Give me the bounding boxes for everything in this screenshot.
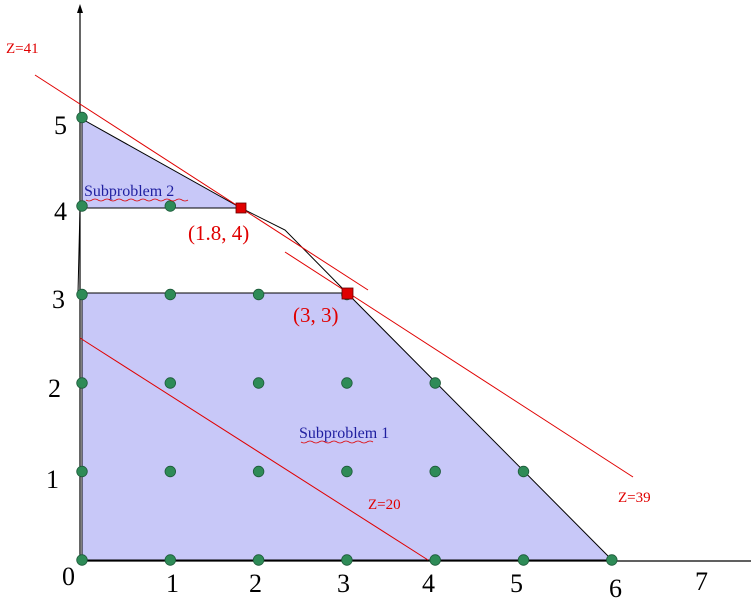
- z41-label: Z=41: [6, 41, 39, 57]
- integer-point-5-0: [517, 554, 530, 566]
- point-label-1-8-4: (1.8, 4): [188, 221, 249, 245]
- x-tick-6: 6: [609, 574, 622, 603]
- integer-point-4-0: [429, 554, 441, 566]
- integer-point-3-2: [341, 377, 353, 389]
- integer-point-6-0: [606, 554, 618, 566]
- y-tick-2: 2: [48, 374, 61, 403]
- y-axis-arrow: [77, 4, 83, 13]
- integer-point-0-0: [76, 554, 88, 566]
- y-tick-5: 5: [54, 111, 67, 140]
- integer-point-1-1: [164, 465, 177, 478]
- integer-point-2-3: [252, 288, 265, 301]
- x-tick-2: 2: [249, 569, 262, 598]
- y-tick-1: 1: [46, 465, 59, 494]
- subproblem-2-region: [81, 118, 243, 209]
- y-tick-4: 4: [54, 197, 67, 226]
- x-tick-4: 4: [422, 569, 435, 598]
- x-tick-7: 7: [695, 567, 708, 596]
- integer-point-0-2: [76, 377, 88, 389]
- integer-point-1-0: [164, 554, 177, 566]
- y-tick-3: 3: [52, 285, 65, 314]
- objective-line-z20: [79, 337, 429, 561]
- integer-point-0-3: [76, 288, 88, 301]
- x-tick-3: 3: [337, 569, 350, 598]
- z39-label: Z=39: [618, 490, 651, 506]
- integer-point-0-5: [76, 111, 88, 124]
- integer-point-1-4: [164, 200, 177, 212]
- integer-point-2-1: [252, 465, 265, 478]
- z20-label: Z=20: [368, 497, 401, 513]
- integer-point-0-1: [76, 465, 88, 478]
- original-boundary: [240, 207, 348, 294]
- subproblem-2-underline: [85, 198, 189, 202]
- optimum-point-1-8-4: [235, 202, 247, 214]
- integer-point-5-1: [517, 465, 530, 478]
- integer-point-3-0: [341, 554, 353, 566]
- point-label-3-3: (3, 3): [293, 303, 339, 327]
- integer-point-4-1: [429, 465, 441, 478]
- integer-point-0-4: [76, 200, 88, 212]
- subproblem-1-underline: [300, 440, 374, 444]
- x-tick-1: 1: [166, 569, 179, 598]
- x-tick-0: 0: [62, 562, 75, 591]
- objective-line-z41: [34, 74, 369, 291]
- subproblem-2-label: Subproblem 2: [84, 183, 174, 200]
- optimum-point-3-3: [341, 287, 354, 300]
- integer-point-2-0: [252, 554, 265, 566]
- integer-point-3-1: [341, 465, 353, 478]
- integer-point-4-2: [429, 377, 441, 389]
- integer-point-1-2: [164, 377, 177, 389]
- integer-point-2-2: [252, 377, 265, 389]
- x-tick-5: 5: [510, 569, 523, 598]
- integer-point-1-3: [164, 288, 177, 301]
- subproblem-1-label: Subproblem 1: [299, 425, 389, 442]
